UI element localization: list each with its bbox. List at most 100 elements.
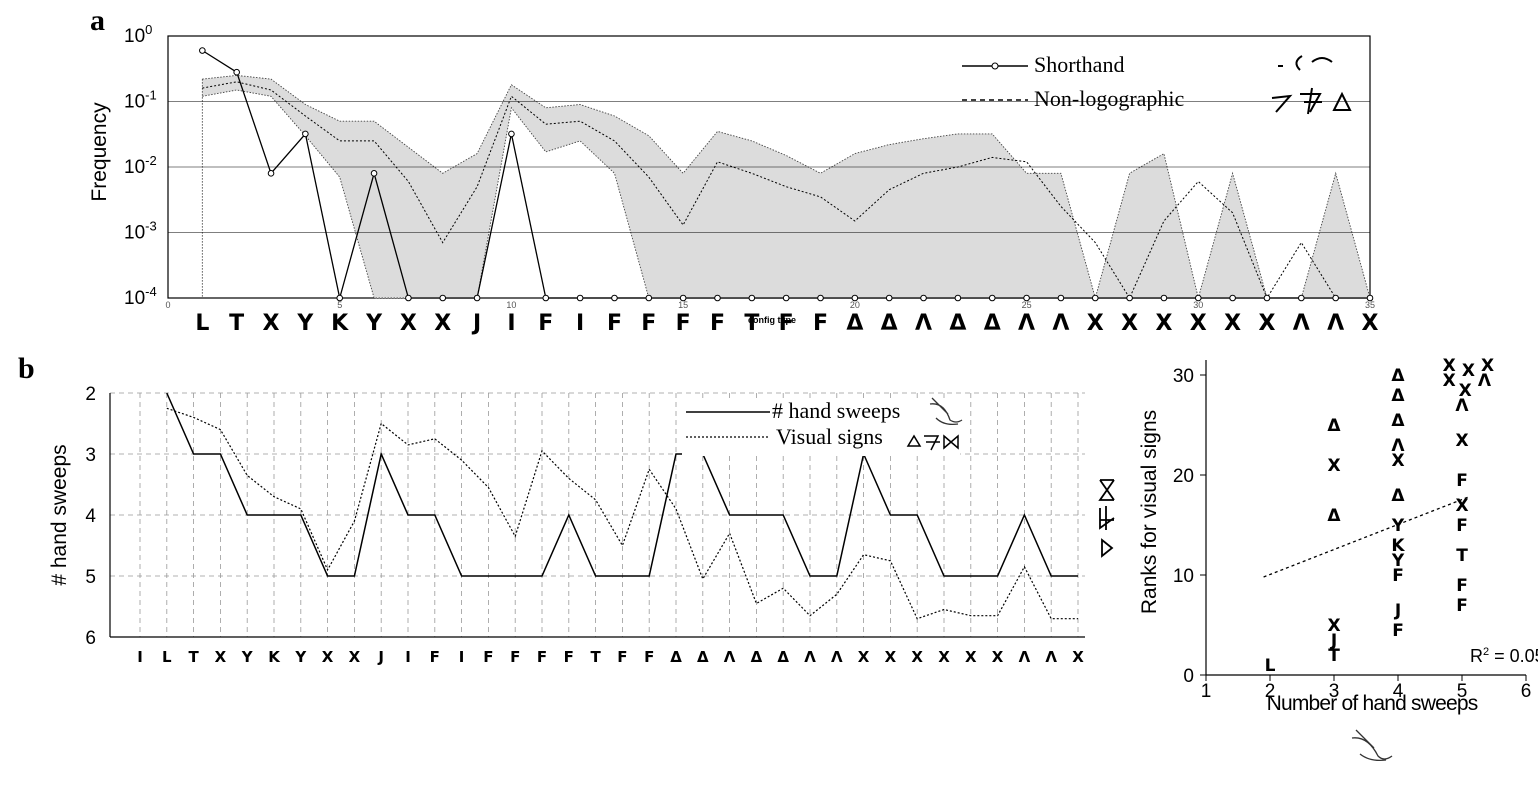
panel-a-ytick-label: 100 xyxy=(124,22,152,47)
shorthand-point xyxy=(885,294,893,302)
legend-shorthand-label: Shorthand xyxy=(1034,52,1124,77)
panel-a-glyph: X xyxy=(400,311,417,336)
shorthand-point xyxy=(199,47,206,54)
panel-b-right-xtick-label: 3 xyxy=(1329,681,1340,702)
panel-a-glyph: X xyxy=(434,311,451,336)
scatter-point: Δ xyxy=(1391,386,1405,406)
panel-b-left-glyph: X xyxy=(911,648,923,666)
trendline xyxy=(1263,496,1469,578)
shorthand-point xyxy=(748,294,756,302)
panel-a-xtick-label: 5 xyxy=(337,300,342,310)
panel-b-left-glyph: Δ xyxy=(697,648,709,666)
legend-visual-label: Visual signs xyxy=(776,424,883,449)
panel-a-xtick-label: 15 xyxy=(678,300,688,310)
panel-a-glyph: X xyxy=(263,311,280,336)
panel-a-glyph: T xyxy=(229,311,244,336)
panel-b-left-glyph: X xyxy=(938,648,950,666)
panel-a-glyph: Δ xyxy=(949,311,966,336)
panel-a-glyph: Λ xyxy=(915,311,932,336)
panel-a-xtick-label: 10 xyxy=(506,300,516,310)
panel-a-glyph: T xyxy=(744,311,759,336)
panel-a-glyph: F xyxy=(813,311,828,336)
scatter-point: F xyxy=(1392,621,1404,641)
panel-b-left-ytick-label: 3 xyxy=(85,445,96,466)
shorthand-point xyxy=(817,294,824,302)
panel-b-right-xtick-label: 1 xyxy=(1201,681,1212,702)
shorthand-point xyxy=(920,294,927,302)
panel-a-gridlines xyxy=(168,101,1370,233)
shorthand-point xyxy=(611,294,618,302)
panel-b-left-glyph: F xyxy=(644,648,654,666)
panel-a-ytick-label: 10-1 xyxy=(124,88,157,113)
panel-b-left-glyph: X xyxy=(885,648,897,666)
panel-a-glyph: J xyxy=(471,311,481,336)
scatter-point: Λ xyxy=(1455,396,1469,416)
panel-a-glyph: F xyxy=(676,311,691,336)
panel-b-left-ylabel: # hand sweeps xyxy=(48,444,71,585)
scatter-point: J xyxy=(1394,601,1401,621)
panel-a-glyph: X xyxy=(1087,311,1104,336)
scatter-point: X xyxy=(1462,361,1475,381)
shorthand-point xyxy=(405,294,412,302)
scatter-point: F xyxy=(1456,576,1468,596)
panel-b-left-glyph: K xyxy=(268,648,281,666)
panel-b-left-glyph: X xyxy=(1072,648,1084,666)
panel-a-glyph: Λ xyxy=(1052,311,1069,336)
series-hand-sweeps xyxy=(166,392,1078,577)
panel-b-left-glyph: X xyxy=(322,648,334,666)
panel-b-left-glyph: Δ xyxy=(777,648,789,666)
panel-b-left-glyph: X xyxy=(215,648,227,666)
panel-a-glyph: X xyxy=(1190,311,1207,336)
scatter-point: X xyxy=(1455,431,1468,451)
panel-a-glyph: I xyxy=(507,311,515,336)
scatter-point: Δ xyxy=(1391,366,1405,386)
panel-b-left-glyph: T xyxy=(188,648,199,666)
panel-b-left-ytick-label: 2 xyxy=(85,384,96,405)
panel-b-left-glyph: Λ xyxy=(1019,648,1031,666)
nonlogo-sample-icon xyxy=(1271,87,1352,115)
shorthand-point xyxy=(1366,294,1374,302)
panel-b-left-y-ticks: 2 3 4 5 6 xyxy=(85,384,96,649)
panel-a-glyph: F xyxy=(710,311,725,336)
panel-a-xtick-label: 20 xyxy=(850,300,860,310)
scatter-point: F xyxy=(1456,471,1468,491)
legend-shorthand-marker xyxy=(991,62,999,70)
panel-b-left-ytick-label: 4 xyxy=(85,506,96,527)
shorthand-point xyxy=(1298,294,1305,302)
panel-a-glyph: F xyxy=(779,311,794,336)
panel-b-left-ytick-label: 6 xyxy=(85,628,96,649)
panel-a-series xyxy=(199,47,1374,302)
panel-b-left-glyph: F xyxy=(510,648,520,666)
scatter-point: Y xyxy=(1391,551,1405,571)
panel-a-xtick-label: 25 xyxy=(1022,300,1032,310)
scatter-point: Δ xyxy=(1327,416,1341,436)
scatter-point: L xyxy=(1265,656,1276,676)
panel-b-right-r2: R2 = 0.05 xyxy=(1470,646,1538,666)
scatter-point: J xyxy=(1330,631,1337,651)
scatter-point: X xyxy=(1391,451,1404,471)
panel-b-right-ylabel: Ranks for visual signs xyxy=(1138,410,1161,614)
shorthand-point xyxy=(1160,294,1168,302)
panel-b-left-glyph: Λ xyxy=(831,648,843,666)
scatter-point: F xyxy=(1456,596,1468,616)
panel-b-right-ytick-label: 0 xyxy=(1183,666,1194,687)
panel-a-glyph: X xyxy=(1121,311,1138,336)
panel-b-right-y-ticks: 0 10 20 30 xyxy=(1173,366,1206,687)
scatter-point: X xyxy=(1455,496,1468,516)
visual-sign-vertical-icon xyxy=(1098,479,1115,558)
panel-a-ytick-label: 10-3 xyxy=(124,219,157,244)
shorthand-point xyxy=(1229,294,1236,302)
panel-b-right-x-ticks: 1 2 3 4 5 6 xyxy=(1201,675,1531,702)
panel-a-glyph: Y xyxy=(365,311,383,336)
scatter-point: X xyxy=(1459,381,1472,401)
shorthand-point xyxy=(988,294,996,302)
shorthand-point xyxy=(714,294,721,302)
panel-a-glyph: F xyxy=(641,311,656,336)
scatter-point: F xyxy=(1392,566,1404,586)
shorthand-point xyxy=(645,294,653,302)
panel-b-right-ytick-label: 30 xyxy=(1173,366,1194,387)
scatter-point: X xyxy=(1443,371,1456,391)
shorthand-point xyxy=(302,130,309,138)
panel-b-left-glyph: J xyxy=(377,648,384,666)
